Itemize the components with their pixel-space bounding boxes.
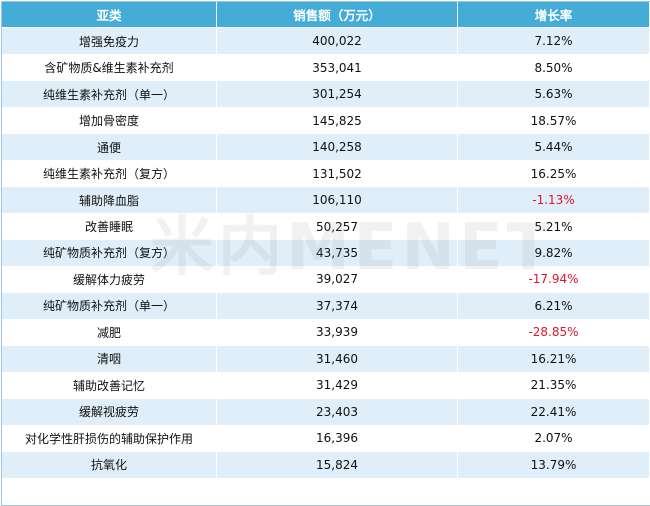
row-growth: -28.85% xyxy=(458,319,650,347)
row-category: 缓解视疲劳 xyxy=(2,399,217,426)
row-category: 辅助改善记忆 xyxy=(2,372,217,400)
row-category: 纯矿物质补充剂（复方） xyxy=(2,240,217,267)
row-growth: 2.07% xyxy=(458,425,650,453)
row-category: 增强免疫力 xyxy=(2,28,217,55)
row-growth: 21.35% xyxy=(458,372,650,400)
header-category: 亚类 xyxy=(2,2,217,29)
row-sales: 37,374 xyxy=(217,293,458,320)
row-growth: 16.25% xyxy=(458,160,650,188)
header-growth: 增长率 xyxy=(458,2,650,29)
row-category: 改善睡眠 xyxy=(2,213,217,241)
row-category: 清咽 xyxy=(2,346,217,373)
row-sales: 50,257 xyxy=(217,213,458,241)
row-category: 缓解体力疲劳 xyxy=(2,266,217,294)
row-category: 抗氧化 xyxy=(2,452,217,479)
row-growth: 7.12% xyxy=(458,28,650,55)
row-growth: -1.13% xyxy=(458,187,650,214)
row-growth: 5.63% xyxy=(458,81,650,108)
row-sales: 131,502 xyxy=(217,160,458,188)
row-sales: 23,403 xyxy=(217,399,458,426)
row-growth: 5.44% xyxy=(458,134,650,161)
row-category: 对化学性肝损伤的辅助保护作用 xyxy=(2,425,217,453)
row-growth: 16.21% xyxy=(458,346,650,373)
row-category: 含矿物质&维生素补充剂 xyxy=(2,54,217,82)
row-category: 纯维生素补充剂（复方） xyxy=(2,160,217,188)
row-growth: 6.21% xyxy=(458,293,650,320)
row-sales: 106,110 xyxy=(217,187,458,214)
row-category: 辅助降血脂 xyxy=(2,187,217,214)
row-growth: -17.94% xyxy=(458,266,650,294)
row-sales: 16,396 xyxy=(217,425,458,453)
row-category: 纯矿物质补充剂（单一） xyxy=(2,293,217,320)
row-sales: 31,460 xyxy=(217,346,458,373)
row-sales: 301,254 xyxy=(217,81,458,108)
row-category: 纯维生素补充剂（单一） xyxy=(2,81,217,108)
row-sales: 43,735 xyxy=(217,240,458,267)
row-sales: 353,041 xyxy=(217,54,458,82)
row-category: 通便 xyxy=(2,134,217,161)
row-category: 增加骨密度 xyxy=(2,107,217,135)
row-growth: 9.82% xyxy=(458,240,650,267)
row-sales: 31,429 xyxy=(217,372,458,400)
row-category: 减肥 xyxy=(2,319,217,347)
row-growth: 5.21% xyxy=(458,213,650,241)
row-sales: 145,825 xyxy=(217,107,458,135)
row-sales: 33,939 xyxy=(217,319,458,347)
row-growth: 8.50% xyxy=(458,54,650,82)
row-growth: 13.79% xyxy=(458,452,650,479)
row-sales: 15,824 xyxy=(217,452,458,479)
row-sales: 39,027 xyxy=(217,266,458,294)
row-growth: 22.41% xyxy=(458,399,650,426)
row-sales: 400,022 xyxy=(217,28,458,55)
row-sales: 140,258 xyxy=(217,134,458,161)
header-sales: 销售额（万元） xyxy=(217,2,458,29)
row-growth: 18.57% xyxy=(458,107,650,135)
